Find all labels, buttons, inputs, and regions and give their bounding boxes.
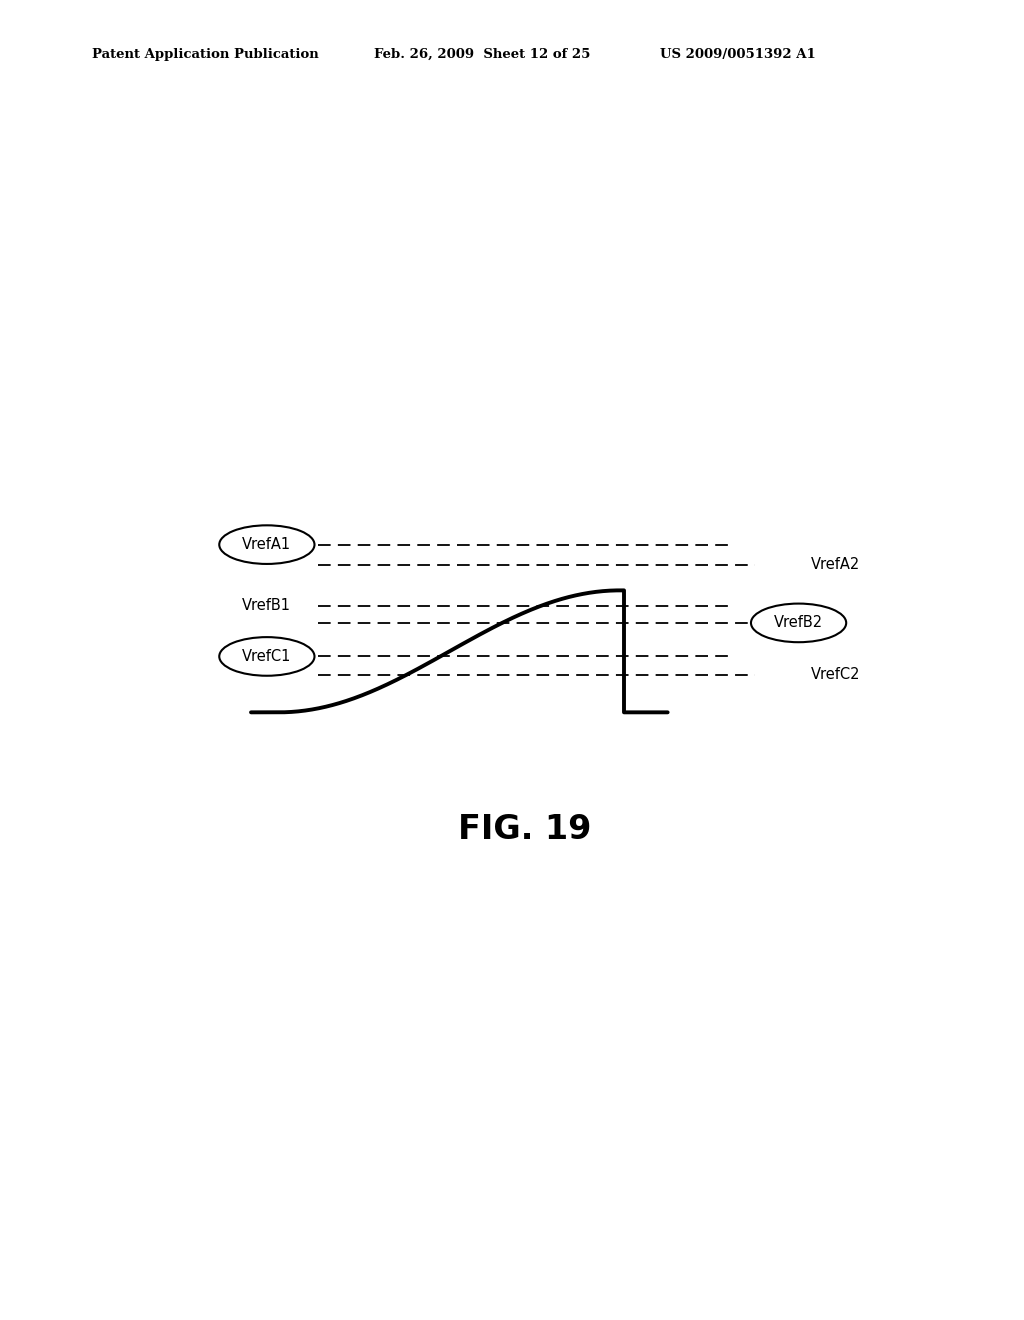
Text: Patent Application Publication: Patent Application Publication — [92, 48, 318, 61]
Text: VrefC2: VrefC2 — [811, 667, 860, 682]
Text: VrefB1: VrefB1 — [243, 598, 292, 612]
Text: VrefA1: VrefA1 — [243, 537, 292, 552]
Text: US 2009/0051392 A1: US 2009/0051392 A1 — [660, 48, 816, 61]
Text: VrefA2: VrefA2 — [811, 557, 860, 573]
Text: VrefC1: VrefC1 — [243, 649, 292, 664]
Text: FIG. 19: FIG. 19 — [458, 813, 592, 846]
Text: Feb. 26, 2009  Sheet 12 of 25: Feb. 26, 2009 Sheet 12 of 25 — [374, 48, 590, 61]
Text: VrefB2: VrefB2 — [774, 615, 823, 631]
